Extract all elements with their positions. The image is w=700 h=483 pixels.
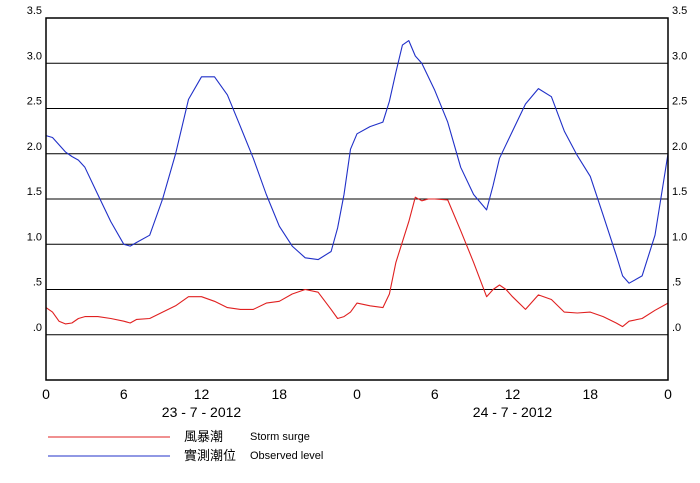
y-axis-left: .0 .5 1.0 1.5 2.0 2.5 3.0 3.5 — [27, 5, 42, 334]
legend-item-storm-surge: 風暴潮 Storm surge — [48, 430, 310, 445]
series-line-0 — [45, 196, 669, 328]
y-tick-right-4: 2.0 — [672, 141, 687, 153]
y-tick-right-2: 1.0 — [672, 231, 687, 243]
y-tick-left-3: 1.5 — [27, 186, 42, 198]
x-tick-3: 18 — [271, 386, 287, 402]
y-tick-left-1: .5 — [33, 277, 42, 289]
legend-label-en-observed-level: Observed level — [250, 450, 323, 462]
y-tick-right-5: 2.5 — [672, 96, 687, 108]
y-tick-left-5: 2.5 — [27, 96, 42, 108]
x-tick-4: 0 — [353, 386, 361, 402]
y-tick-right-7: 3.5 — [672, 5, 687, 17]
y-tick-right-3: 1.5 — [672, 186, 687, 198]
y-tick-left-6: 3.0 — [27, 50, 42, 62]
date-label-0: 23 - 7 - 2012 — [162, 404, 242, 420]
x-tick-6: 12 — [505, 386, 521, 402]
y-axis-right: .0 .5 1.0 1.5 2.0 2.5 3.0 3.5 — [672, 5, 687, 334]
legend-item-observed-level: 實測潮位 Observed level — [48, 448, 323, 464]
y-tick-left-7: 3.5 — [27, 5, 42, 17]
x-tick-7: 18 — [582, 386, 598, 402]
y-tick-right-6: 3.0 — [672, 50, 687, 62]
y-tick-left-0: .0 — [33, 322, 42, 334]
series-lines — [45, 40, 669, 328]
legend: 風暴潮 Storm surge 實測潮位 Observed level — [48, 430, 323, 464]
legend-label-cn-storm-surge: 風暴潮 — [184, 430, 223, 445]
y-tick-left-2: 1.0 — [27, 231, 42, 243]
y-tick-right-1: .5 — [672, 277, 681, 289]
x-tick-2: 12 — [194, 386, 210, 402]
x-axis: 0 6 12 18 0 6 12 18 0 — [42, 386, 672, 402]
plot-frame — [45, 17, 669, 381]
date-label-1: 24 - 7 - 2012 — [473, 404, 553, 420]
series-line-1 — [45, 40, 669, 284]
legend-label-cn-observed-level: 實測潮位 — [184, 448, 236, 464]
x-tick-0: 0 — [42, 386, 50, 402]
legend-label-en-storm-surge: Storm surge — [250, 431, 310, 443]
x-tick-1: 6 — [120, 386, 128, 402]
x-tick-8: 0 — [664, 386, 672, 402]
y-tick-left-4: 2.0 — [27, 141, 42, 153]
y-tick-right-0: .0 — [672, 322, 681, 334]
date-labels: 23 - 7 - 2012 24 - 7 - 2012 — [162, 404, 553, 420]
x-tick-5: 6 — [431, 386, 439, 402]
gridlines — [46, 17, 668, 336]
